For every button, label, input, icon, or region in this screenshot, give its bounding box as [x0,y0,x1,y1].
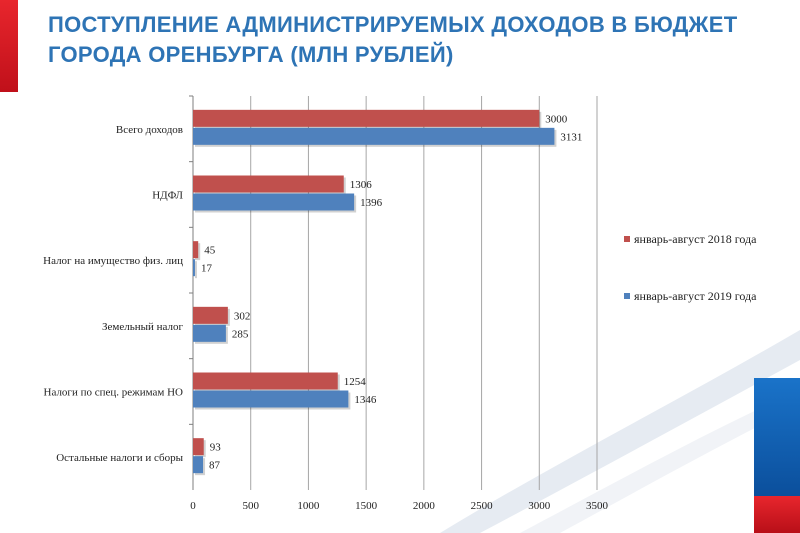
value-label-2019-5: 87 [209,460,221,472]
category-label-5: Остальные налоги и сборы [56,452,183,464]
x-tick-label-1500: 1500 [355,500,378,512]
bar-2019-4 [193,390,349,408]
value-label-2019-4: 1346 [354,394,377,406]
legend-label-2019: январь-август 2019 года [634,288,757,303]
bar-2019-2 [193,259,195,277]
value-label-2018-5: 93 [210,442,222,454]
x-tick-label-500: 500 [242,500,259,512]
value-label-2018-3: 302 [234,310,251,322]
category-label-2: Налог на имущество физ. лиц [43,255,183,267]
bar-2019-3 [193,324,226,342]
category-label-3: Земельный налог [102,321,184,333]
left-accent-bar [0,0,18,92]
value-label-2019-3: 285 [232,328,249,340]
legend-label-2018: январь-август 2018 года [634,231,757,246]
bar-2019-5 [193,456,204,474]
page-title: ПОСТУПЛЕНИЕ АДМИНИСТРИРУЕМЫХ ДОХОДОВ В Б… [48,12,738,67]
chart-legend: январь-август 2018 года январь-август 20… [624,230,794,305]
bar-2018-4 [193,372,338,390]
x-tick-label-3000: 3000 [528,500,551,512]
category-label-1: НДФЛ [152,190,183,202]
corner-accent-blue [754,378,800,496]
x-tick-label-3500: 3500 [586,500,609,512]
value-label-2018-2: 45 [204,245,216,257]
bar-2018-0 [193,109,540,127]
corner-accent-red [754,496,800,533]
x-tick-label-2000: 2000 [413,500,436,512]
x-tick-label-0: 0 [190,500,196,512]
category-label-4: Налоги по спец. режимам НО [44,387,184,399]
value-label-2018-0: 3000 [545,113,568,125]
value-label-2019-0: 3131 [560,131,582,143]
value-label-2018-1: 1306 [350,179,373,191]
bar-2019-0 [193,127,555,145]
x-tick-label-2500: 2500 [471,500,494,512]
category-label-0: Всего доходов [116,124,183,136]
legend-swatch-2019 [624,293,630,299]
value-label-2019-2: 17 [201,263,213,275]
x-tick-label-1000: 1000 [297,500,320,512]
legend-swatch-2018 [624,236,630,242]
bar-2018-1 [193,175,344,193]
legend-item-2019: январь-август 2019 года [624,287,794,305]
value-label-2019-1: 1396 [360,197,383,209]
bar-2018-3 [193,306,228,324]
bar-2018-2 [193,241,199,259]
bar-2018-5 [193,438,204,456]
bar-2019-1 [193,193,355,211]
legend-item-2018: январь-август 2018 года [624,230,794,248]
value-label-2018-4: 1254 [344,376,367,388]
bar-shadow-1-2 [195,261,197,279]
